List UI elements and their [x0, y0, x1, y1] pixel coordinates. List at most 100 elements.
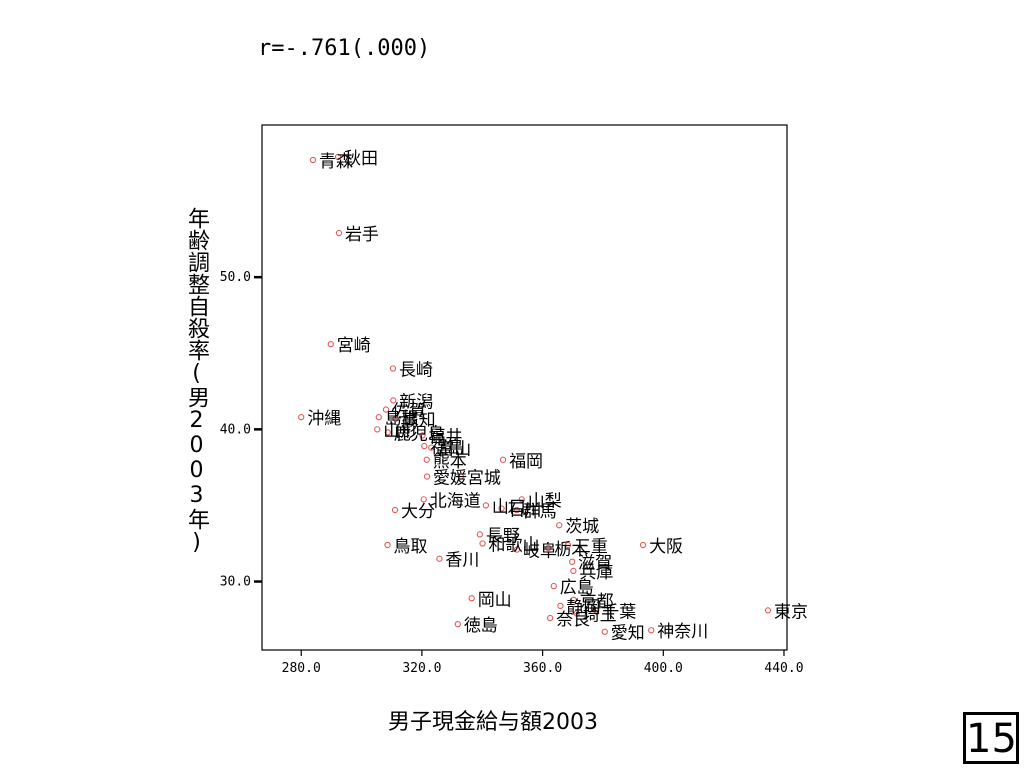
data-point-3 [327, 340, 334, 348]
data-point-14 [428, 444, 435, 451]
point-label-42: 奈良 [556, 610, 590, 630]
x-tick-label-1: 320.0 [402, 661, 441, 676]
x-tick-label-0: 280.0 [282, 661, 321, 676]
point-label-13: 福島 [430, 438, 464, 458]
point-label-46: 東京 [774, 602, 808, 622]
point-label-45: 神奈川 [657, 622, 708, 642]
data-points [298, 153, 772, 635]
point-label-40: 埼玉 [583, 605, 617, 625]
data-point-8 [375, 414, 382, 421]
point-label-12: 福井 [429, 427, 463, 447]
point-label-29: 鳥取 [394, 537, 428, 557]
data-point-10 [374, 426, 381, 433]
data-point-35 [570, 567, 577, 575]
point-label-16: 福岡 [509, 452, 543, 472]
data-point-31 [513, 546, 521, 553]
data-point-40 [573, 610, 580, 617]
data-point-37 [570, 596, 577, 603]
point-label-25: 茨城 [565, 517, 599, 537]
point-label-33: 香川 [445, 551, 479, 571]
data-point-4 [389, 365, 397, 372]
point-label-3: 宮崎 [337, 336, 371, 356]
data-point-32 [545, 544, 552, 552]
point-label-15: 熊本 [433, 452, 467, 472]
data-point-43 [454, 620, 461, 628]
data-point-13 [421, 442, 428, 450]
data-point-18 [457, 473, 464, 480]
x-tick-label-2: 360.0 [523, 661, 562, 676]
data-point-42 [546, 614, 554, 622]
data-point-2 [335, 229, 343, 237]
point-label-10: 山形 [383, 421, 417, 441]
data-point-19 [420, 496, 427, 503]
data-point-16 [499, 456, 507, 463]
point-label-32: 栃木 [554, 540, 588, 560]
point-label-9: 沖縄 [307, 409, 341, 429]
data-point-9 [298, 414, 305, 421]
data-point-15 [423, 456, 430, 463]
data-point-29 [384, 541, 391, 549]
point-label-43: 徳島 [464, 616, 498, 636]
data-point-41 [593, 607, 600, 614]
point-label-34: 滋賀 [578, 554, 612, 574]
point-label-44: 愛知 [611, 624, 645, 644]
y-tick-label-1: 40.0 [220, 422, 251, 437]
point-label-19: 北海道 [430, 491, 481, 511]
x-tick-label-3: 400.0 [644, 661, 683, 676]
page-number: 15 [963, 712, 1019, 764]
data-point-0 [309, 156, 317, 164]
point-label-27: 三重 [574, 537, 608, 557]
point-label-7: 高知 [402, 411, 436, 431]
point-label-2: 岩手 [345, 225, 379, 245]
y-tick-label-2: 50.0 [220, 270, 251, 285]
plot-area-frame [261, 124, 788, 651]
point-label-18: 宮城 [467, 469, 501, 489]
point-label-4: 長崎 [399, 360, 433, 380]
data-point-27 [564, 541, 572, 549]
point-label-22: 石川 [508, 500, 542, 520]
x-tick-label-4: 440.0 [764, 661, 803, 676]
point-label-8: 島根 [385, 409, 419, 429]
data-point-23 [513, 506, 520, 514]
data-point-28 [639, 541, 647, 549]
data-point-5 [390, 397, 397, 404]
data-point-34 [569, 558, 576, 565]
data-point-33 [436, 555, 443, 562]
data-point-24 [391, 506, 399, 514]
data-point-11 [384, 429, 391, 436]
point-label-20: 山梨 [528, 491, 562, 511]
data-point-39 [557, 602, 564, 610]
point-label-1: 秋田 [344, 149, 378, 169]
data-point-36 [550, 582, 557, 590]
point-label-31: 岐阜 [523, 542, 557, 562]
point-label-23: 群馬 [523, 502, 557, 522]
data-point-46 [764, 607, 772, 614]
data-point-6 [382, 406, 390, 413]
data-point-44 [601, 628, 608, 635]
point-label-28: 大阪 [649, 537, 683, 557]
x-axis-label: 男子現金給与額2003 [388, 710, 598, 735]
data-point-1 [334, 153, 342, 161]
y-axis: 30.0 40.0 50.0 [220, 270, 262, 590]
data-point-21 [482, 502, 490, 509]
x-axis: 280.0 320.0 360.0 400.0 440.0 [282, 650, 804, 676]
point-label-11: 鹿児島 [394, 424, 445, 444]
point-label-39: 静岡 [566, 598, 600, 618]
data-point-45 [648, 627, 655, 634]
point-label-38: 岡山 [478, 590, 512, 610]
point-label-24: 大分 [401, 502, 435, 522]
point-label-5: 新潟 [399, 392, 433, 412]
correlation-text: r=-.761(.000) [258, 36, 431, 61]
point-label-36: 広島 [560, 578, 594, 598]
point-label-6: 佐賀 [392, 402, 426, 422]
point-label-21: 山口 [492, 497, 526, 517]
point-label-14: 富山 [437, 440, 471, 460]
point-label-0: 青森 [319, 152, 353, 172]
data-point-7 [392, 415, 399, 422]
point-label-35: 兵庫 [579, 563, 613, 583]
data-point-17 [423, 473, 431, 480]
y-axis-label: 年齢調整自殺率(男2003年) [184, 207, 209, 555]
data-point-38 [468, 595, 475, 602]
data-point-12 [419, 432, 426, 439]
